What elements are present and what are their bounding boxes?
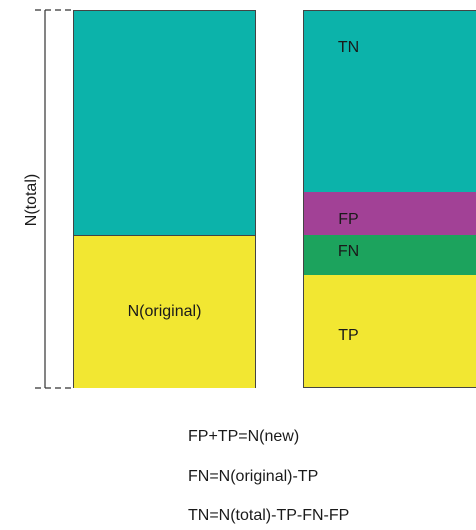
equation-new: FP+TP=N(new) xyxy=(188,428,300,445)
right-bar-tn-label: TN xyxy=(337,39,360,56)
right-bar-fp-label: FP xyxy=(338,210,359,228)
left-bar-upper-segment xyxy=(74,11,255,235)
equation-tn: TN=N(total)-TP-FN-FP xyxy=(188,507,350,524)
right-bar-tp-label: TP xyxy=(338,327,359,344)
right-bar-tn-segment: TN xyxy=(304,11,476,192)
left-bar: N(original) xyxy=(73,10,256,388)
equation-fn: FN=N(original)-TP xyxy=(188,468,319,485)
right-bar: TN FP FN TP xyxy=(303,10,476,388)
right-bar-fn-segment: FN xyxy=(304,235,476,275)
right-bar-fn-label: FN xyxy=(337,243,360,260)
left-bar-original-segment: N(original) xyxy=(74,235,255,388)
right-bar-fp-segment: FP xyxy=(304,192,476,235)
left-bar-original-label: N(original) xyxy=(127,303,202,320)
axis-label-total: N(total) xyxy=(23,173,40,227)
right-bar-tp-segment: TP xyxy=(304,275,476,387)
